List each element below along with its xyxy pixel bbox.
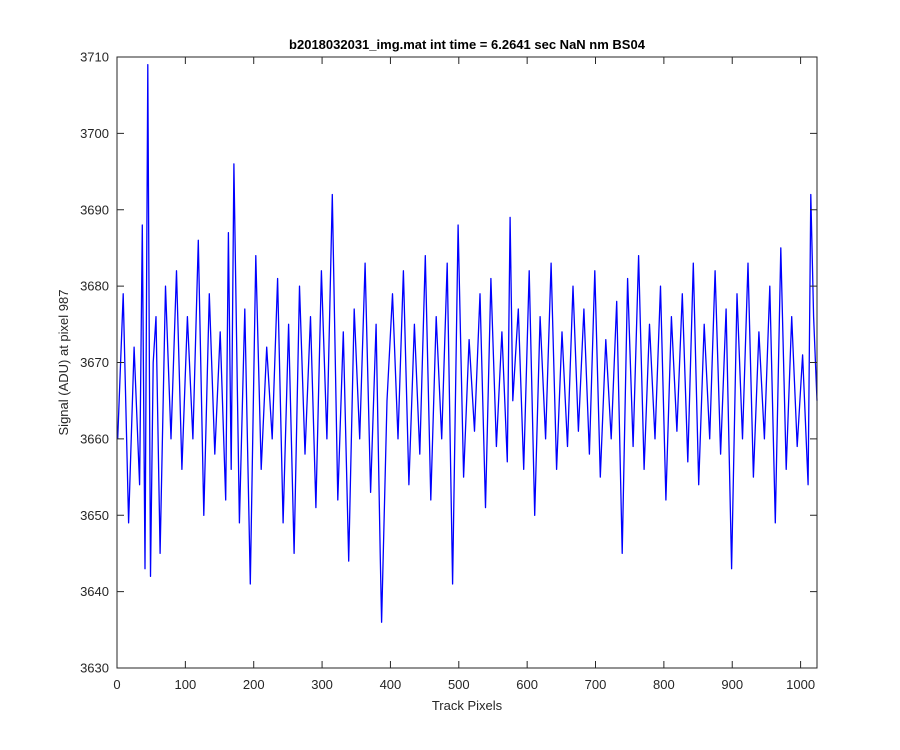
y-tick-label: 3640 (80, 584, 109, 599)
y-tick-label: 3700 (80, 126, 109, 141)
x-tick-label: 0 (113, 677, 120, 692)
chart-title: b2018032031_img.mat int time = 6.2641 se… (289, 37, 646, 52)
y-tick-label: 3670 (80, 355, 109, 370)
y-tick-label: 3680 (80, 279, 109, 294)
x-tick-label: 200 (243, 677, 265, 692)
plot-area (117, 57, 817, 668)
tick-layer: 0 100 200 300 400 500 600 700 800 900 1000 3630 3640… (80, 50, 817, 692)
x-tick-label: 400 (380, 677, 402, 692)
x-tick-label: 900 (721, 677, 743, 692)
x-tick-label: 500 (448, 677, 470, 692)
series-layer (117, 63, 818, 623)
y-tick-label: 3660 (80, 431, 109, 446)
x-tick-label: 800 (653, 677, 675, 692)
y-axis-label: Signal (ADU) at pixel 987 (56, 290, 71, 436)
y-tick-label: 3650 (80, 508, 109, 523)
x-tick-label: 1000 (786, 677, 815, 692)
x-tick-label: 700 (585, 677, 607, 692)
y-tick-label: 3630 (80, 661, 109, 676)
series-line (117, 63, 818, 623)
x-axis-label: Track Pixels (432, 698, 503, 713)
x-tick-label: 300 (311, 677, 333, 692)
y-tick-label: 3710 (80, 50, 109, 65)
y-tick-label: 3690 (80, 202, 109, 217)
x-tick-label: 600 (516, 677, 538, 692)
x-tick-label: 100 (175, 677, 197, 692)
axes-box (116, 56, 818, 669)
